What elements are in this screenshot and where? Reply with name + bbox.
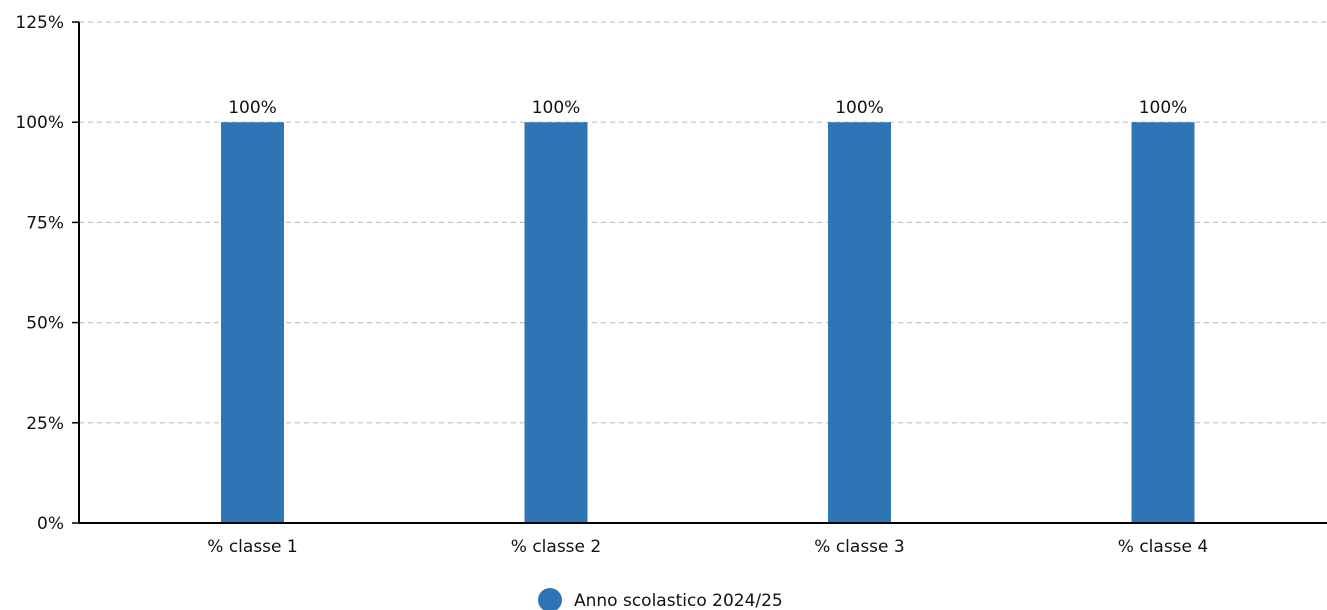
data-labels: 100% 100% 100% 100% <box>228 98 1187 118</box>
x-tick-labels: % classe 1 % classe 2 % classe 3 % classe 4 <box>207 537 1208 557</box>
bars <box>221 122 1195 523</box>
bar <box>524 122 588 523</box>
x-tick-label: % classe 2 <box>511 537 601 557</box>
y-tick-labels: 0% 25% 50% 75% 100% 125% <box>15 13 64 534</box>
y-tick-label: 50% <box>26 314 64 334</box>
y-tick-label: 100% <box>15 113 64 133</box>
data-label: 100% <box>1139 98 1188 118</box>
bar <box>221 122 284 523</box>
data-label: 100% <box>835 98 884 118</box>
x-tick-label: % classe 1 <box>207 537 297 557</box>
legend: Anno scolastico 2024/25 <box>538 588 783 610</box>
grid-lines <box>79 21 1327 424</box>
y-tick-label: 25% <box>26 414 64 434</box>
axes <box>72 21 1327 524</box>
bar <box>1131 122 1195 523</box>
y-tick-label: 75% <box>26 213 64 233</box>
x-tick-label: % classe 3 <box>814 537 904 557</box>
data-label: 100% <box>532 98 581 118</box>
x-tick-label: % classe 4 <box>1118 537 1208 557</box>
y-tick-label: 0% <box>37 514 64 534</box>
data-label: 100% <box>228 98 277 118</box>
y-tick-label: 125% <box>15 13 64 33</box>
legend-label-anno-scolastico: Anno scolastico 2024/25 <box>574 591 783 610</box>
bar <box>828 122 891 523</box>
legend-marker-anno-scolastico <box>538 588 562 610</box>
